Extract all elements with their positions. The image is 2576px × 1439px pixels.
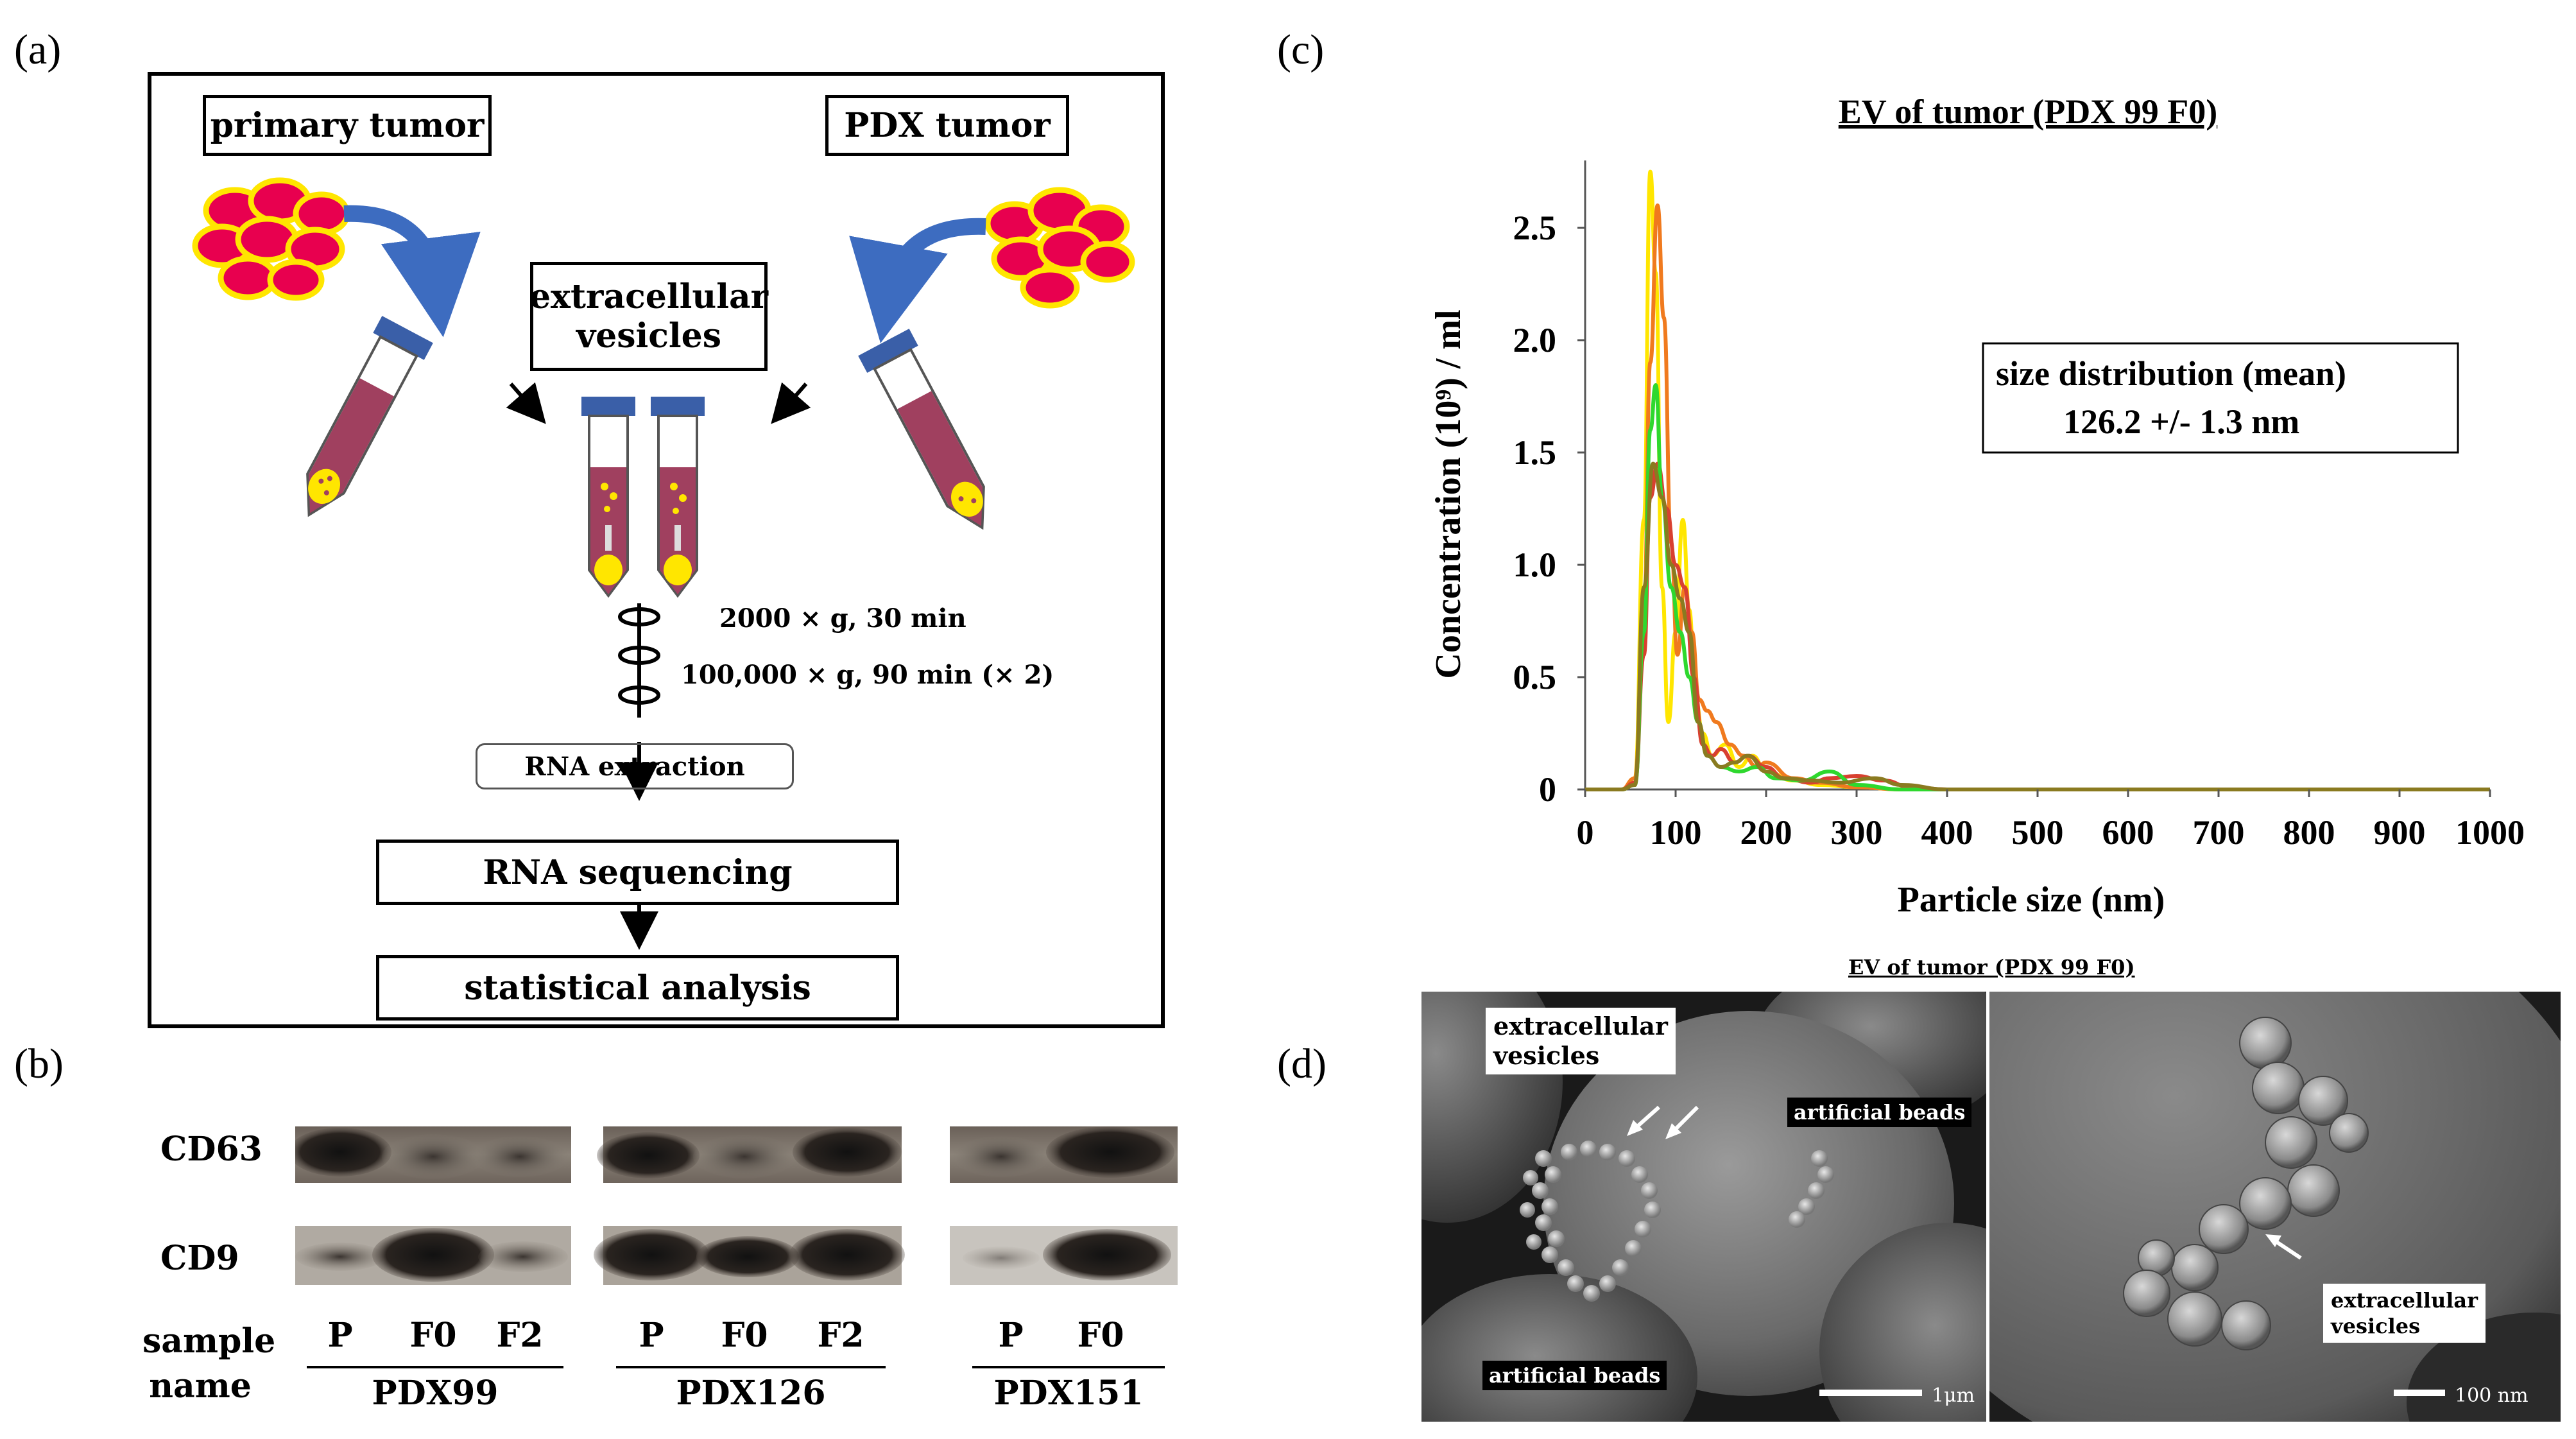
chart-ticks: 0 100 200 300 400 500 600 700 800 900 1000 0 0.5 1.0 1… <box>1513 209 2525 852</box>
lane-pdx151-p: P <box>998 1316 1024 1355</box>
sem-image-right: extracellular vesicles 100 nm <box>1989 992 2561 1422</box>
chart-series <box>1584 169 2490 792</box>
extracellular-vesicles-box: extracellular vesicles <box>529 262 769 371</box>
pdx151-underline <box>972 1366 1165 1368</box>
rna-sequencing-box: RNA sequencing <box>376 840 899 905</box>
blue-arrow-right-icon <box>849 218 986 343</box>
x-tick-label-0: 0 <box>1577 813 1594 852</box>
left-scale-label: 1μm <box>1932 1384 1975 1407</box>
lane-pdx99-p: P <box>327 1316 353 1355</box>
right-tube-icon <box>858 329 985 530</box>
y-tick-label-1: 0.5 <box>1513 658 1557 696</box>
nta-line-chart: EV of tumor (PDX 99 F0) 0 100 200 300 400 500… <box>1429 92 2525 920</box>
lane-pdx126-f2: F2 <box>817 1316 864 1355</box>
x-tick-label-400: 400 <box>1921 813 1973 852</box>
sample-label-line1: sample <box>142 1322 276 1361</box>
center-tube-2-icon <box>651 397 705 598</box>
x-tick-label-300: 300 <box>1831 813 1883 852</box>
sem-title: EV of tumor (PDX 99 F0) <box>1848 955 2135 979</box>
sem-image-left: extracellular vesicles artificial beads … <box>1421 992 1986 1422</box>
pdx99-underline <box>307 1366 563 1368</box>
series-line-3 <box>1584 461 2490 792</box>
center-tube-1-icon <box>581 397 635 598</box>
centrifuge-step-2: 100,000 × g, 90 min (× 2) <box>681 660 1054 690</box>
x-tick-label-200: 200 <box>1740 813 1792 852</box>
right-scale-label: 100 nm <box>2455 1384 2529 1407</box>
ev-box-line1: extracellular <box>529 277 769 316</box>
left-ev-label: extracellular vesicles <box>1486 1008 1676 1074</box>
left-beads-bottom-label: artificial beads <box>1482 1361 1667 1390</box>
centrifuge-arrows-icon <box>618 603 660 950</box>
y-axis-label: Concentration (10⁹) / ml <box>1429 309 1468 678</box>
series-line-2 <box>1584 203 2490 792</box>
left-tube-icon <box>306 316 433 517</box>
x-tick-label-100: 100 <box>1650 813 1702 852</box>
ev-box-line2: vesicles <box>576 316 722 356</box>
blue-arrow-left-icon <box>343 205 481 338</box>
sample-name-label: sample name <box>142 1319 276 1409</box>
x-tick-label-1000: 1000 <box>2455 813 2525 852</box>
x-tick-label-900: 900 <box>2374 813 2426 852</box>
right-ev-line2: vesicles <box>2331 1314 2421 1338</box>
left-ev-line2: vesicles <box>1493 1041 1600 1070</box>
western-blot-strips <box>295 1126 1178 1285</box>
panel-label-a: (a) <box>14 26 62 73</box>
sample-label-line2: name <box>149 1366 252 1406</box>
arrow-right-to-center-icon <box>771 382 811 424</box>
pdx-tumor-box: PDX tumor <box>825 95 1069 156</box>
group-pdx151: PDX151 <box>993 1374 1144 1413</box>
rna-extraction-box: RNA extraction <box>476 743 794 789</box>
chart-title: EV of tumor (PDX 99 F0) <box>1839 92 2217 131</box>
group-pdx126: PDX126 <box>676 1374 826 1413</box>
workflow-illustration <box>192 177 1135 950</box>
arrow-left-to-center-icon <box>506 382 546 424</box>
series-line-5 <box>1584 461 2490 792</box>
x-axis-label: Particle size (nm) <box>1898 880 2165 920</box>
x-tick-label-600: 600 <box>2102 813 2154 852</box>
primary-tumor-cells-icon <box>192 177 350 301</box>
workflow-diagram: primary tumor PDX tumor <box>148 72 1165 1028</box>
lane-pdx126-p: P <box>639 1316 664 1355</box>
right-ev-line1: extracellular <box>2331 1288 2478 1313</box>
pdx-tumor-cells-icon <box>984 187 1135 309</box>
group-pdx99: PDX99 <box>372 1374 499 1413</box>
lane-pdx126-f0: F0 <box>721 1316 768 1355</box>
primary-tumor-box: primary tumor <box>203 95 492 156</box>
right-ev-label: extracellular vesicles <box>2323 1284 2486 1343</box>
annotation-box <box>1982 342 2459 454</box>
statistical-analysis-box: statistical analysis <box>376 955 899 1021</box>
left-beads-top-label: artificial beads <box>1787 1098 1972 1127</box>
annotation-line2: 126.2 +/- 1.3 nm <box>2063 402 2299 441</box>
lane-pdx99-f0: F0 <box>409 1316 457 1355</box>
lane-pdx151-f0: F0 <box>1077 1316 1124 1355</box>
panel-label-d: (d) <box>1277 1040 1327 1087</box>
lane-pdx99-f2: F2 <box>496 1316 544 1355</box>
x-tick-label-700: 700 <box>2193 813 2245 852</box>
y-tick-label-2: 1.0 <box>1513 546 1557 584</box>
marker-cd9: CD9 <box>160 1239 239 1278</box>
series-line-1 <box>1584 169 2490 792</box>
marker-cd63: CD63 <box>160 1130 262 1169</box>
chart-axes <box>1584 160 2490 791</box>
panel-label-b: (b) <box>14 1040 64 1087</box>
x-tick-label-800: 800 <box>2283 813 2335 852</box>
annotation-line1: size distribution (mean) <box>1996 354 2346 393</box>
y-tick-label-0: 0 <box>1539 770 1556 809</box>
centrifuge-step-1: 2000 × g, 30 min <box>719 603 966 633</box>
pdx126-underline <box>616 1366 886 1368</box>
x-tick-label-500: 500 <box>2012 813 2064 852</box>
left-ev-line1: extracellular <box>1493 1012 1668 1040</box>
y-tick-label-4: 2.0 <box>1513 321 1557 359</box>
panel-label-c: (c) <box>1277 26 1325 73</box>
y-tick-label-3: 1.5 <box>1513 433 1557 472</box>
y-tick-label-5: 2.5 <box>1513 209 1557 247</box>
